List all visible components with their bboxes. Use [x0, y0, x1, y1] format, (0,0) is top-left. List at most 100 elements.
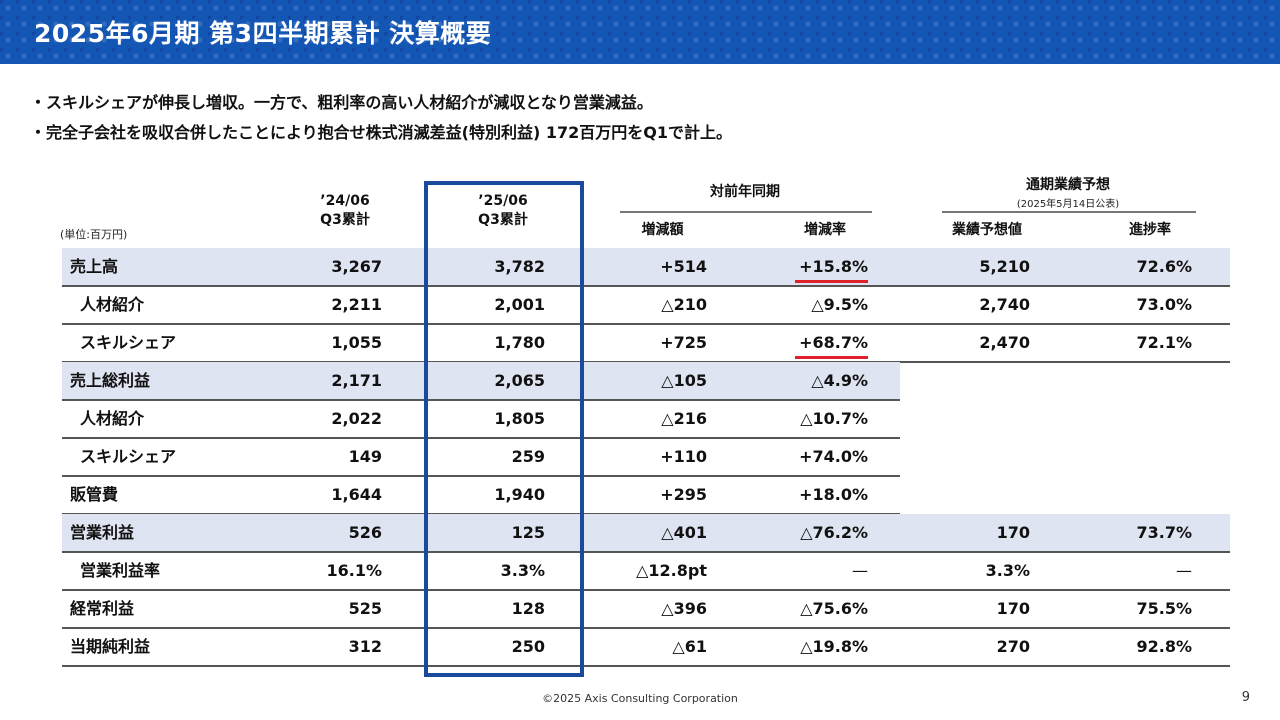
- header-curr-year: ’25/06: [478, 193, 528, 209]
- forecast-value: 270: [996, 637, 1030, 656]
- yoy-rate: +74.0%: [799, 447, 868, 466]
- yoy-rate: △75.6%: [800, 599, 868, 618]
- row-label: 人材紹介: [80, 409, 145, 428]
- row-divider: [62, 323, 1230, 325]
- bullet-text: スキルシェアが伸長し増収。一方で、粗利率の高い人材紹介が減収となり営業減益。: [46, 93, 653, 112]
- row-label: 経常利益: [70, 599, 135, 618]
- yoy-amount: +514: [660, 257, 707, 276]
- yoy-rate: △4.9%: [811, 371, 868, 390]
- unit-note: (単位:百万円): [60, 228, 128, 241]
- curr-value: 3,782: [494, 257, 545, 276]
- yoy-rate: —: [852, 561, 868, 580]
- curr-value: 128: [511, 599, 545, 618]
- yoy-rate: +15.8%: [799, 257, 868, 276]
- page-number: 9: [1241, 690, 1250, 705]
- forecast-value: 2,740: [979, 295, 1030, 314]
- prev-value: 16.1%: [326, 561, 382, 580]
- curr-value: 3.3%: [500, 561, 545, 580]
- header-banner: 2025年6月期 第3四半期累計 決算概要: [0, 0, 1280, 64]
- curr-value: 1,940: [494, 485, 545, 504]
- row-divider: [62, 589, 1230, 591]
- progress-rate: 92.8%: [1136, 637, 1192, 656]
- curr-value: 125: [511, 523, 545, 542]
- row-shade: [62, 514, 1230, 552]
- curr-value: 250: [511, 637, 545, 656]
- divider-forecast: [942, 211, 1196, 213]
- row-divider: [62, 285, 1230, 287]
- forecast-value: 3.3%: [985, 561, 1030, 580]
- forecast-value: 2,470: [979, 333, 1030, 352]
- row-label: 当期純利益: [70, 637, 151, 656]
- row-shade: [62, 362, 900, 400]
- page-title: 2025年6月期 第3四半期累計 決算概要: [34, 19, 492, 48]
- progress-rate: 72.1%: [1136, 333, 1192, 352]
- divider-yoy: [620, 211, 872, 213]
- prev-value: 1,644: [331, 485, 382, 504]
- yoy-amount: △61: [672, 637, 707, 656]
- row-shade: [62, 248, 1230, 286]
- yoy-amount: +725: [660, 333, 707, 352]
- footer-copyright: ©2025 Axis Consulting Corporation: [542, 692, 738, 705]
- bullet-mark: ・: [30, 93, 47, 112]
- progress-rate: 72.6%: [1136, 257, 1192, 276]
- yoy-rate: +68.7%: [799, 333, 868, 352]
- prev-value: 2,211: [331, 295, 382, 314]
- forecast-value: 5,210: [979, 257, 1030, 276]
- prev-value: 3,267: [331, 257, 382, 276]
- forecast-value: 170: [996, 599, 1030, 618]
- curr-value: 2,065: [494, 371, 545, 390]
- row-label: 販管費: [70, 485, 119, 504]
- curr-value: 2,001: [494, 295, 545, 314]
- yoy-amount: △216: [661, 409, 707, 428]
- header-prev-year: ’24/06: [320, 193, 370, 209]
- header-yoy-amount: 増減額: [641, 222, 684, 238]
- header-forecast-group: 通期業績予想: [1026, 177, 1110, 193]
- row-label: スキルシェア: [80, 447, 177, 466]
- yoy-amount: △401: [661, 523, 707, 542]
- header-forecast-value: 業績予想値: [952, 222, 1022, 238]
- prev-value: 526: [348, 523, 382, 542]
- row-divider: [62, 665, 1230, 667]
- emphasis-underline: [795, 280, 868, 283]
- yoy-amount: △210: [661, 295, 707, 314]
- progress-rate: 73.0%: [1136, 295, 1192, 314]
- bullet-item: ・スキルシェアが伸長し増収。一方で、粗利率の高い人材紹介が減収となり営業減益。: [30, 89, 732, 119]
- row-divider: [62, 627, 1230, 629]
- header-progress: 進捗率: [1129, 222, 1171, 238]
- row-divider: [62, 399, 900, 401]
- yoy-rate: △9.5%: [811, 295, 868, 314]
- row-label: 売上総利益: [70, 371, 151, 390]
- yoy-amount: △105: [661, 371, 707, 390]
- prev-value: 2,171: [331, 371, 382, 390]
- row-divider: [62, 475, 900, 477]
- row-divider: [62, 437, 900, 439]
- prev-value: 1,055: [331, 333, 382, 352]
- header-yoy-rate: 増減率: [804, 222, 846, 238]
- header-curr-period: Q3累計: [478, 212, 528, 228]
- curr-value: 259: [511, 447, 545, 466]
- yoy-amount: +110: [660, 447, 707, 466]
- yoy-rate: △76.2%: [800, 523, 868, 542]
- row-label: 営業利益率: [80, 561, 161, 580]
- emphasis-underline: [795, 356, 868, 359]
- progress-rate: 75.5%: [1136, 599, 1192, 618]
- yoy-rate: △19.8%: [800, 637, 868, 656]
- yoy-amount: △396: [661, 599, 707, 618]
- bullet-text: 完全子会社を吸収合併したことにより抱合せ株式消滅差益(特別利益) 172百万円を…: [46, 123, 733, 142]
- current-period-highlight: [424, 181, 584, 677]
- progress-rate: 73.7%: [1136, 523, 1192, 542]
- forecast-value: 170: [996, 523, 1030, 542]
- progress-rate: —: [1176, 561, 1192, 580]
- header-yoy-group: 対前年同期: [710, 184, 780, 200]
- summary-bullets: ・スキルシェアが伸長し増収。一方で、粗利率の高い人材紹介が減収となり営業減益。 …: [30, 89, 732, 149]
- row-label: スキルシェア: [80, 333, 177, 352]
- bullet-mark: ・: [30, 123, 47, 142]
- curr-value: 1,780: [494, 333, 545, 352]
- prev-value: 525: [348, 599, 382, 618]
- yoy-amount: +295: [660, 485, 707, 504]
- prev-value: 2,022: [331, 409, 382, 428]
- prev-value: 312: [348, 637, 382, 656]
- yoy-amount: △12.8pt: [636, 561, 707, 580]
- bullet-item: ・完全子会社を吸収合併したことにより抱合せ株式消滅差益(特別利益) 172百万円…: [30, 119, 732, 149]
- header-forecast-note: (2025年5月14日公表): [1016, 199, 1120, 210]
